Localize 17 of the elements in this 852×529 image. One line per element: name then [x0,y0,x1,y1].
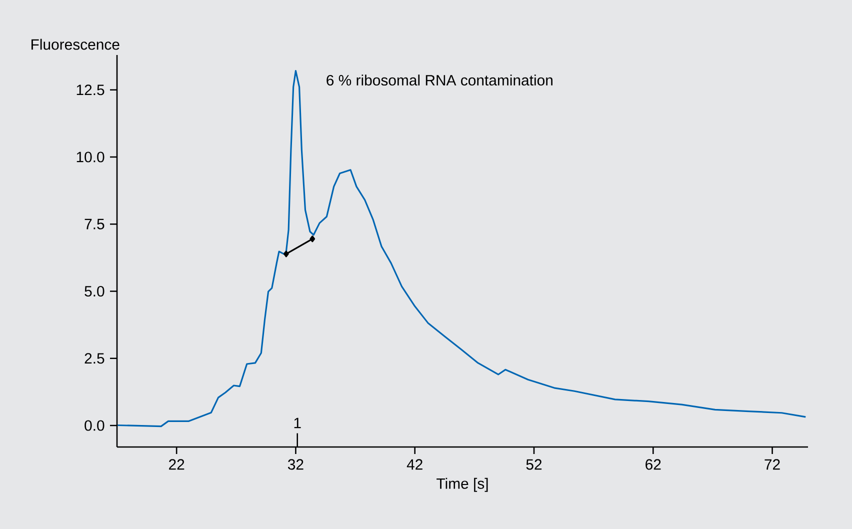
x-tick-label: 22 [169,459,184,470]
y-axis-title: Fluorescence [32,38,120,50]
y-tick-label: 10.0 [76,152,104,162]
x-axis-title: Time [s] [436,478,488,492]
y-tick-label: 7.5 [84,218,104,230]
line-series [116,70,806,428]
y-tick-label: 12.5 [76,84,104,96]
x-tick-label: 52 [526,459,542,470]
x-tick-label: 62 [646,459,661,470]
y-tick-label: 2.5 [84,353,104,364]
annotation: 1 [294,418,301,428]
x-tick-label: 72 [764,459,780,470]
y-tick-label: 5.0 [84,286,104,297]
y-tick-label: 0.0 [84,420,104,431]
annotation: 6 % ribosomal RNA contamination [326,74,552,86]
x-tick-label: 32 [288,459,304,470]
x-tick-label: 42 [406,459,422,470]
